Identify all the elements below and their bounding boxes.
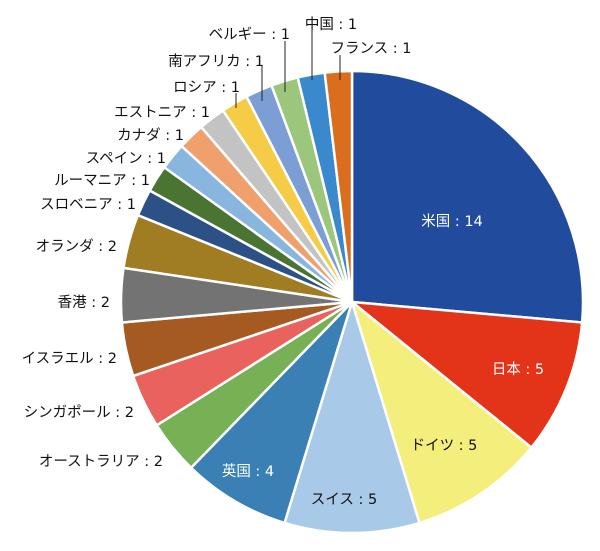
data-label: ルーマニア : 1 <box>54 173 150 189</box>
pie-slice-3 <box>349 298 534 525</box>
pie-slice-1 <box>350 69 585 324</box>
data-label: イスラエル : 2 <box>22 351 117 367</box>
data-label: ベルギー : 1 <box>209 26 290 43</box>
data-label: 米国 : 14 <box>421 213 483 230</box>
data-label: ドイツ : 5 <box>411 438 478 454</box>
data-label: 香港 : 2 <box>58 294 110 311</box>
data-label: シンガポール : 2 <box>24 404 134 421</box>
data-label: オランダ : 2 <box>36 238 117 255</box>
data-label: 日本 : 5 <box>492 361 544 378</box>
leader-lines <box>235 30 341 108</box>
pie-slices <box>119 69 585 535</box>
data-label: ロシア : 1 <box>173 80 240 96</box>
data-label: スイス : 5 <box>311 492 377 508</box>
pie-slice-20 <box>323 69 354 303</box>
slice-labels: 米国 : 14 日本 : 5 ドイツ : 5 スイス : 5 英国 : 4 オーストラリア… <box>22 16 545 508</box>
data-label: 中国 : 1 <box>305 16 357 33</box>
data-label: エストニア : 1 <box>114 105 210 121</box>
data-label: オーストラリア : 2 <box>39 454 163 470</box>
data-label: 英国 : 4 <box>222 462 274 480</box>
pie-slice-5 <box>189 301 354 525</box>
data-label: 南アフリカ : 1 <box>168 53 264 70</box>
pie-slice-4 <box>282 297 422 535</box>
data-label: スペイン : 1 <box>86 151 166 167</box>
pie-slice-2 <box>348 300 584 450</box>
data-label: フランス : 1 <box>330 41 411 57</box>
data-label: スロベニア : 1 <box>40 197 136 213</box>
data-label: カナダ : 1 <box>117 127 184 144</box>
